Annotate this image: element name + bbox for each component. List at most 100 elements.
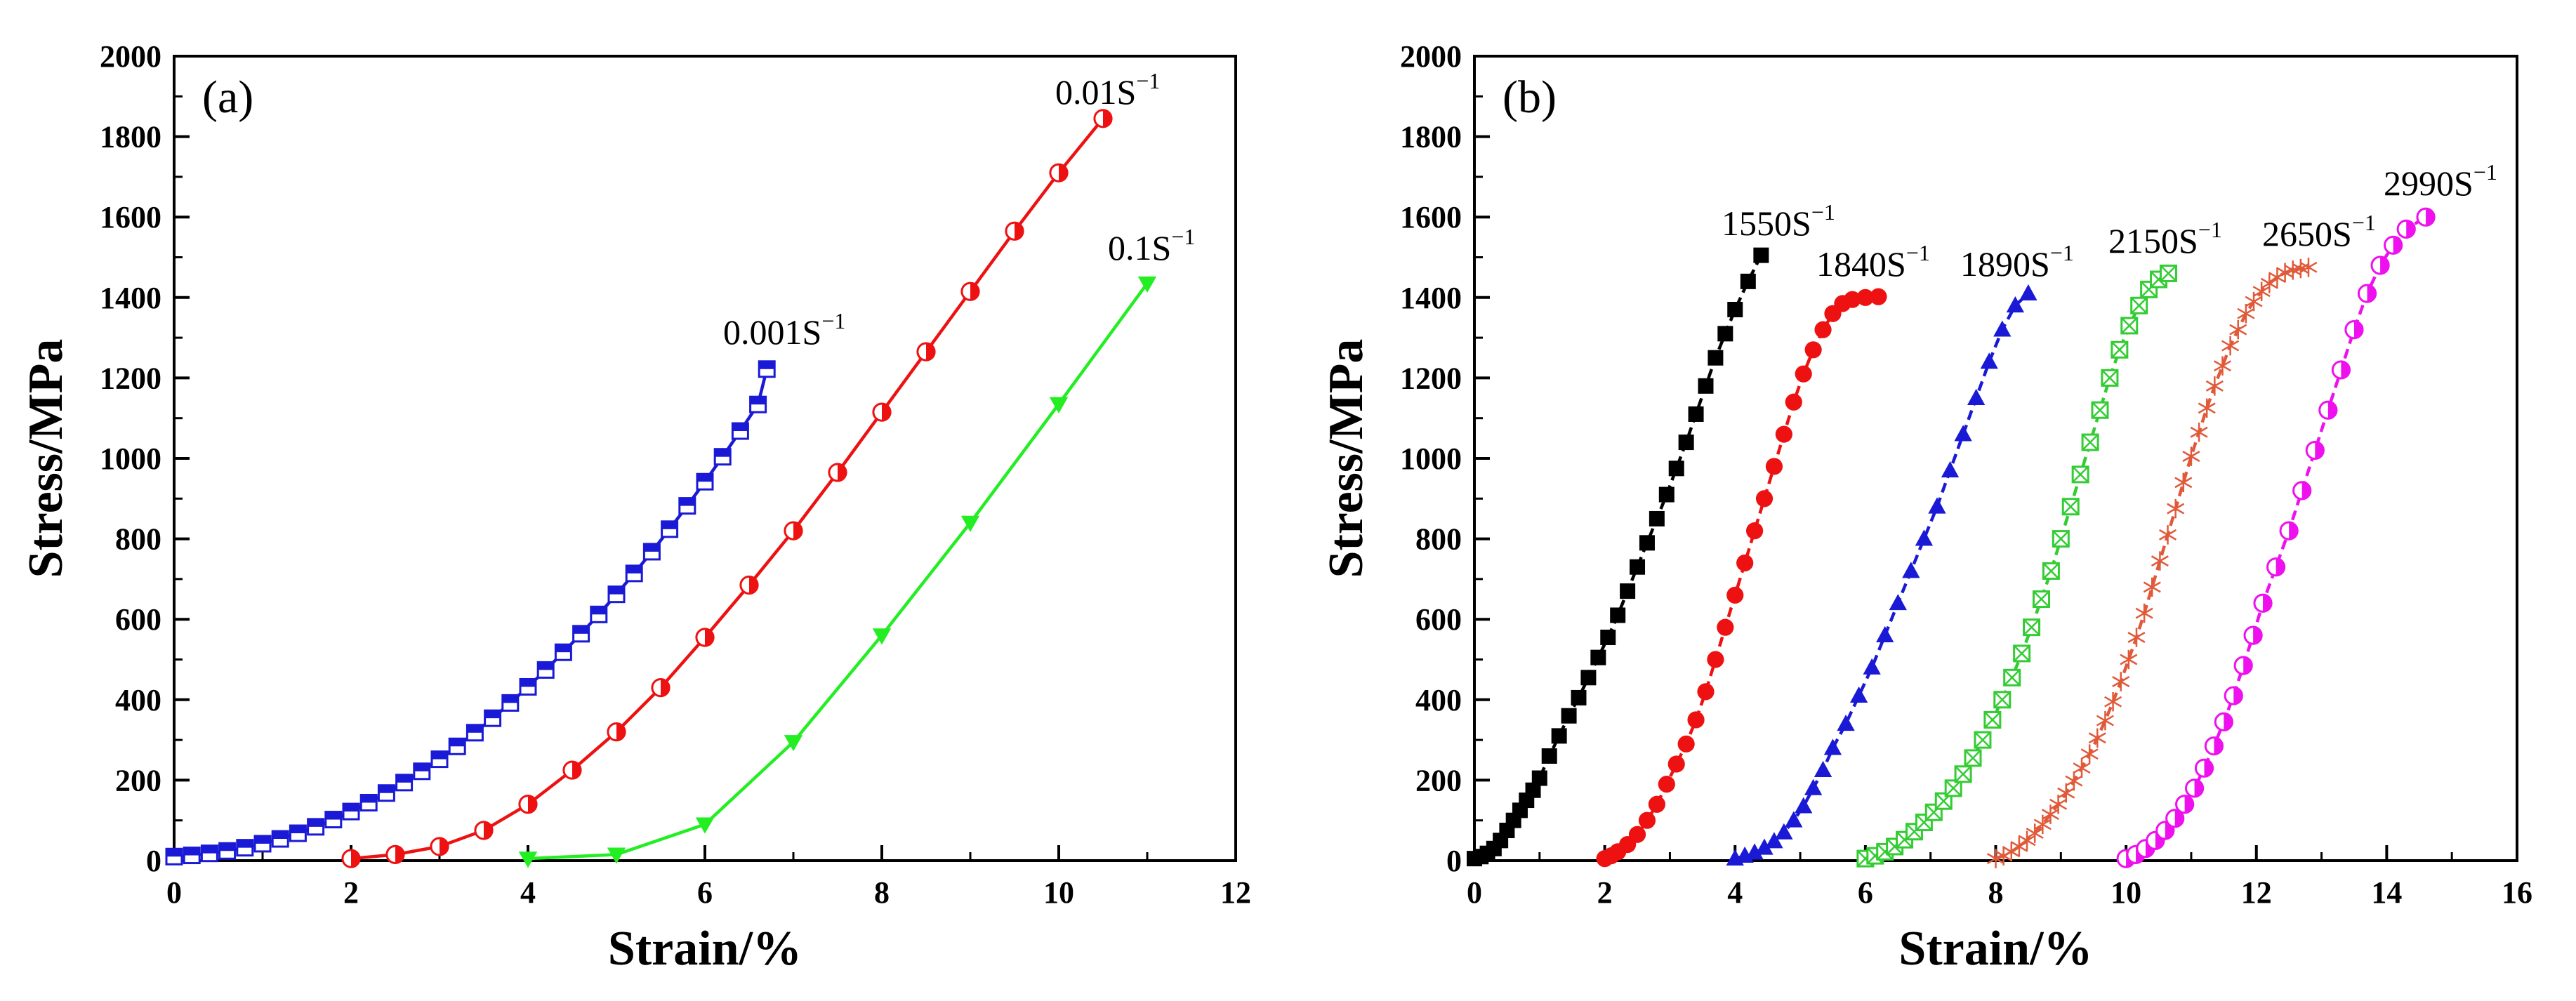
series-2650S-group <box>1986 258 2318 868</box>
data-point <box>1049 397 1069 413</box>
data-point <box>1870 288 1887 305</box>
data-point <box>1934 792 1953 810</box>
data-point <box>2370 256 2390 275</box>
x-tick-label: 10 <box>1043 875 1074 910</box>
series-label: 1890S−1 <box>1960 240 2074 284</box>
data-point <box>1755 490 1774 508</box>
y-tick-labels: 0 200 400 600 800 1000 1200 1400 1600 1800 2000 <box>100 39 161 878</box>
data-point <box>2252 281 2271 301</box>
data-point <box>2071 465 2089 484</box>
data-point <box>1580 670 1597 686</box>
data-point <box>916 342 936 362</box>
data-point <box>2205 376 2224 396</box>
x-tick-labels: 0 2 4 6 8 10 12 14 16 <box>1467 875 2532 910</box>
series-1890S-group <box>1726 284 2037 866</box>
series-1840S-group <box>1596 288 1887 868</box>
data-point <box>1708 350 1724 366</box>
data-point <box>200 844 218 863</box>
data-point <box>1697 683 1715 701</box>
series-2150S-group <box>1856 264 2177 868</box>
data-point <box>1924 803 1943 821</box>
y-tick-label: 1800 <box>1400 120 1462 154</box>
data-point <box>1814 760 1832 777</box>
data-point <box>749 395 767 413</box>
data-point <box>2091 401 2109 419</box>
y-tick-label: 1000 <box>1400 442 1462 476</box>
data-point <box>2101 369 2119 387</box>
series-label-text: 0.001S <box>723 312 821 352</box>
data-point <box>1717 326 1733 342</box>
data-point <box>518 795 538 814</box>
series-label-superscript: −1 <box>1811 199 1835 225</box>
data-point <box>501 694 520 712</box>
data-point <box>607 585 626 604</box>
data-point <box>2396 219 2416 239</box>
series-label: 1550S−1 <box>1722 199 1835 243</box>
data-point <box>2010 837 2028 856</box>
data-point <box>289 824 307 842</box>
x-tick-label: 14 <box>2371 875 2402 910</box>
data-point <box>2042 562 2060 580</box>
y-tick-label: 400 <box>115 683 161 717</box>
x-axis-title: Strain/% <box>1898 922 2092 976</box>
data-point <box>960 515 980 532</box>
data-point <box>1849 686 1868 703</box>
data-point <box>731 422 749 440</box>
x-tick-label: 16 <box>2502 875 2532 910</box>
x-tick-label: 0 <box>166 875 182 910</box>
data-point <box>2073 758 2091 778</box>
y-axis-title: Stress/MPa <box>1319 339 1373 578</box>
data-point <box>2194 758 2214 778</box>
series-label: 2990S−1 <box>2384 159 2497 203</box>
y-tick-label: 1200 <box>100 361 161 395</box>
data-point <box>236 839 254 857</box>
data-point <box>1863 658 1881 675</box>
data-point <box>2061 498 2080 516</box>
series-label: 0.01S−1 <box>1055 68 1160 112</box>
series-line <box>1474 254 1763 861</box>
x-tick-label: 10 <box>2111 875 2141 910</box>
data-point <box>678 497 696 515</box>
data-point <box>642 543 661 561</box>
data-point <box>1610 607 1626 623</box>
data-point <box>1837 714 1855 731</box>
data-point <box>1902 562 1920 578</box>
data-point <box>2318 400 2338 420</box>
data-point <box>1590 649 1606 665</box>
data-point <box>2088 728 2106 748</box>
series-label: 0.1S−1 <box>1108 224 1195 267</box>
series-1550S-group <box>1467 247 1769 867</box>
data-point <box>1688 406 1704 422</box>
y-axis-title: Stress/MPa <box>19 339 73 578</box>
y-tick-label: 600 <box>115 602 161 637</box>
y-tick-label: 1400 <box>1400 281 1462 315</box>
data-point <box>1814 321 1832 338</box>
data-point <box>758 360 776 378</box>
data-point <box>2344 320 2364 340</box>
y-tick-label: 800 <box>1415 522 1462 557</box>
data-point <box>828 463 847 482</box>
series-01S-group <box>518 276 1157 868</box>
data-point <box>183 847 201 865</box>
data-point <box>2052 530 2070 548</box>
data-point <box>1889 594 1907 611</box>
data-point <box>2026 823 2044 843</box>
y-tick-label: 200 <box>1415 763 1462 797</box>
data-point <box>307 818 325 836</box>
data-point <box>2233 656 2253 675</box>
y-tick-labels: 0 200 400 600 800 1000 1200 1400 1600 1800 2000 <box>1400 39 1462 878</box>
data-point <box>2159 264 2177 282</box>
data-point <box>590 605 608 623</box>
data-point <box>1658 776 1675 793</box>
data-point <box>484 709 502 727</box>
y-tick-label: 2000 <box>1400 39 1462 74</box>
y-tick-label: 1400 <box>100 281 161 315</box>
y-tick-label: 800 <box>115 522 161 557</box>
data-point <box>2182 446 2200 466</box>
data-point <box>872 628 892 645</box>
data-point <box>1698 378 1714 394</box>
data-point <box>562 760 582 780</box>
data-point <box>696 472 714 491</box>
